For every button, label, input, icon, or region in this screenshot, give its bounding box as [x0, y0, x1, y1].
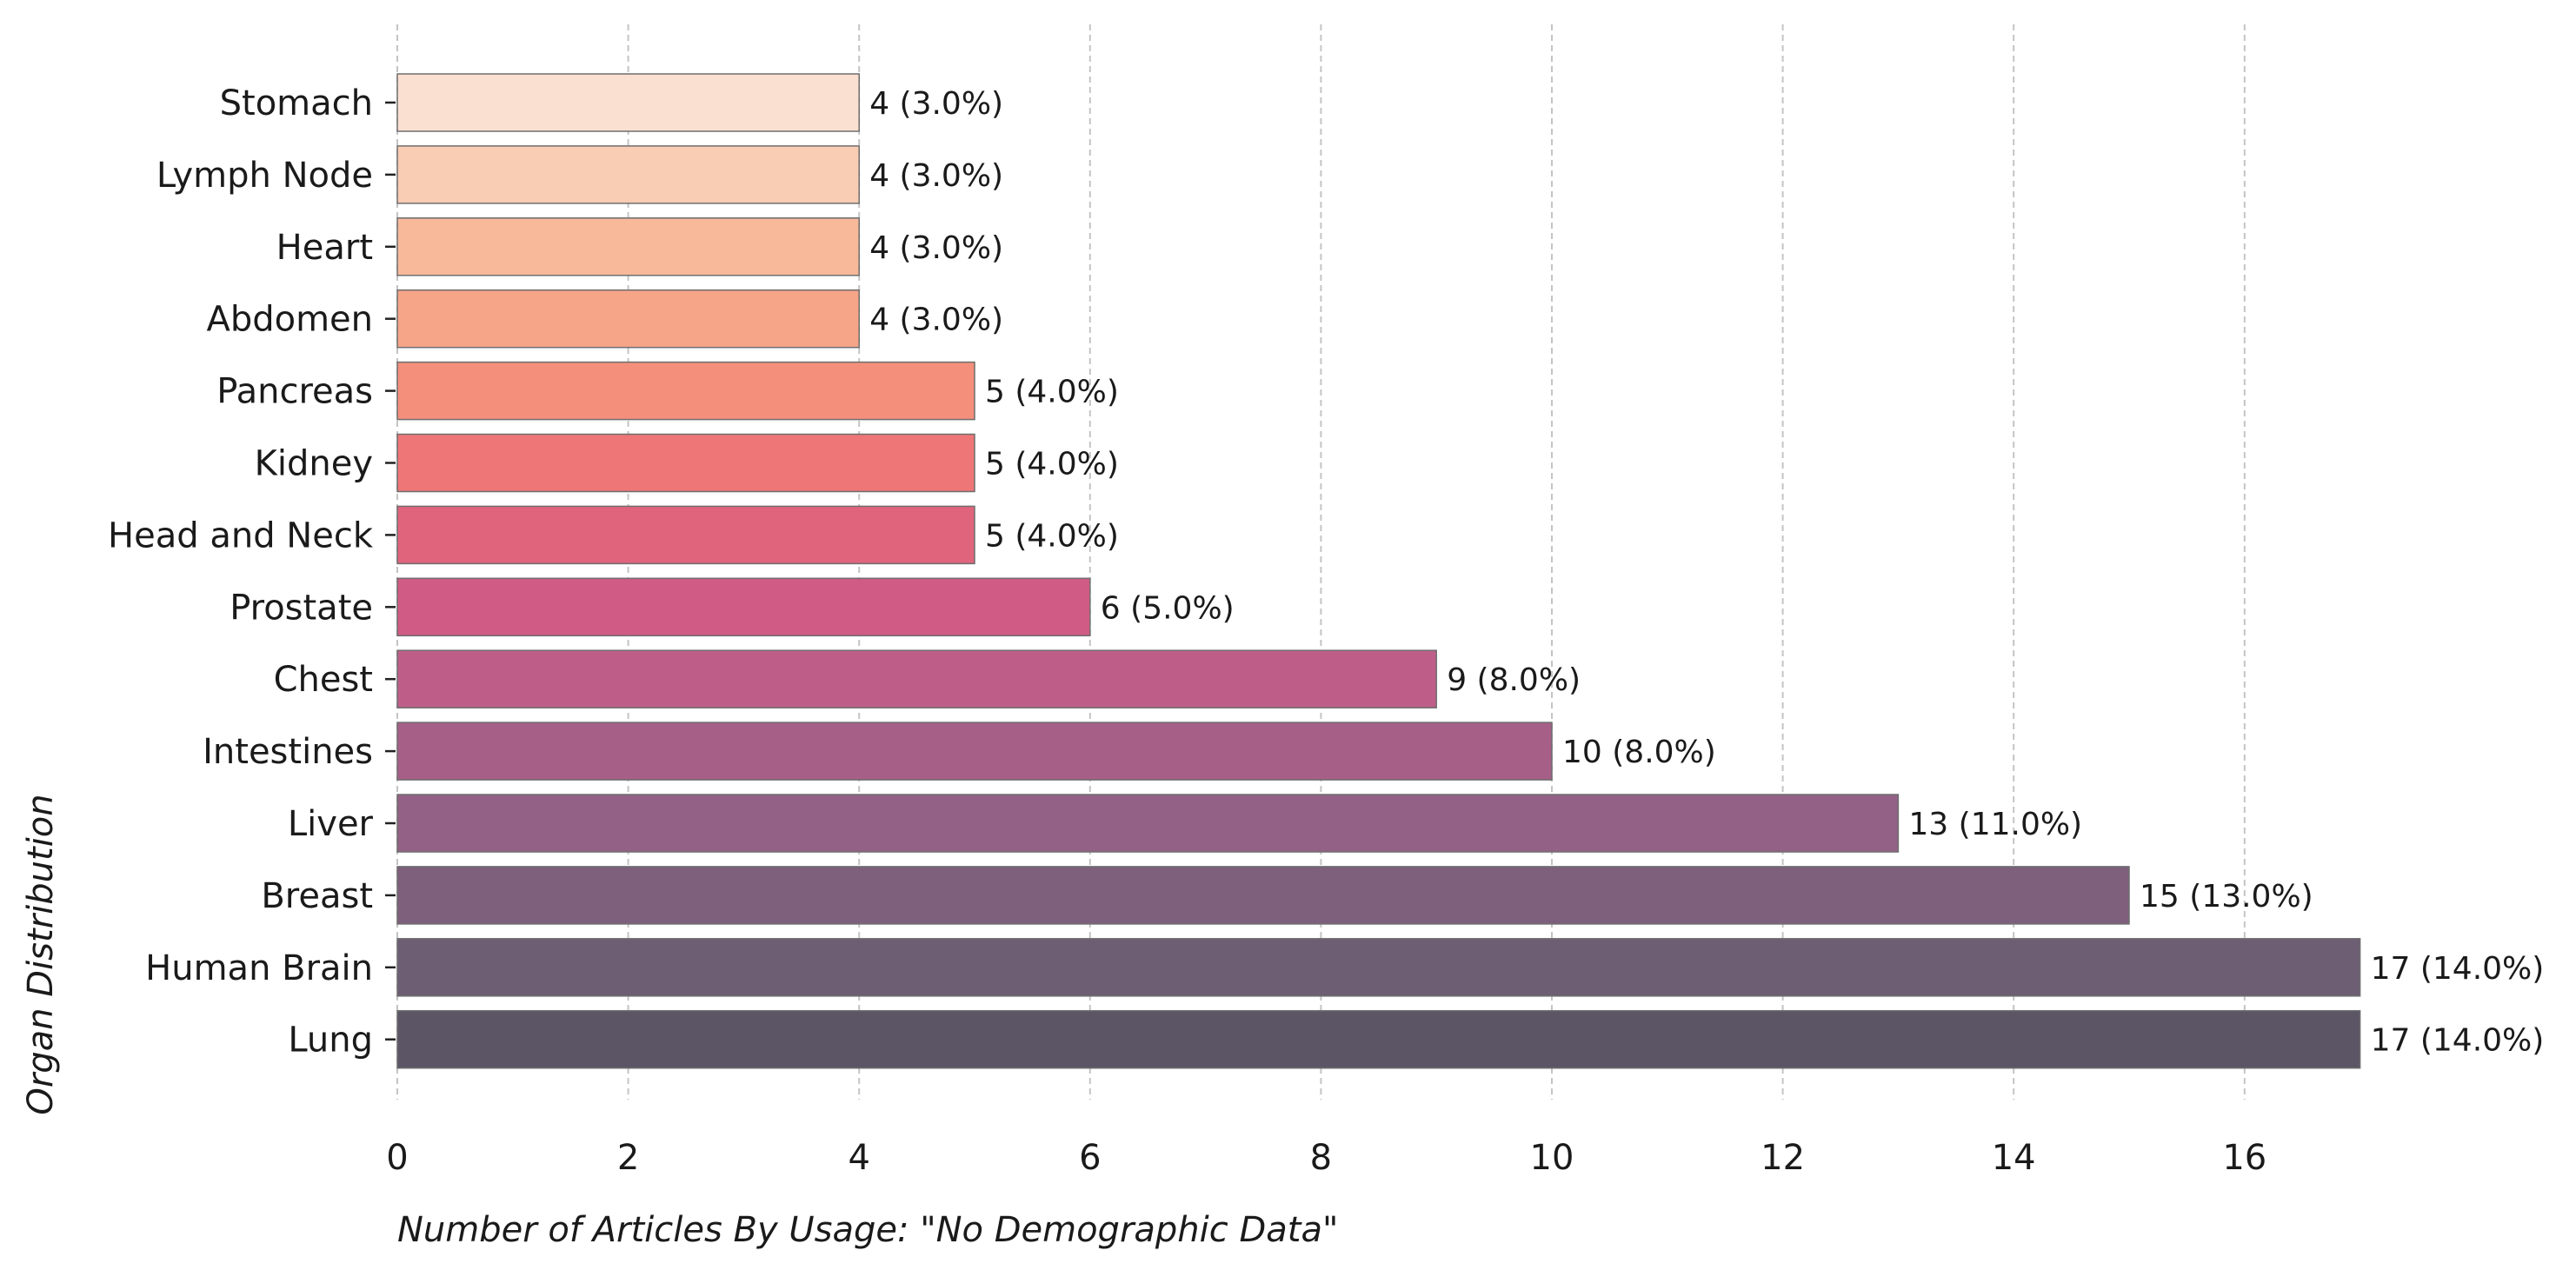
category-label: Kidney — [255, 444, 373, 484]
bar — [396, 722, 1553, 781]
x-tick-label: 12 — [1761, 1138, 1805, 1178]
category-label: Heart — [276, 228, 373, 268]
data-label: 10 (8.0%) — [1562, 735, 1716, 770]
data-label: 9 (8.0%) — [1447, 662, 1581, 698]
bar — [396, 217, 860, 276]
bar — [396, 1009, 2361, 1069]
data-label: 4 (3.0%) — [869, 86, 1003, 122]
bar — [396, 361, 975, 421]
x-tick-label: 14 — [1992, 1138, 2036, 1178]
x-tick-label: 2 — [617, 1138, 639, 1178]
category-label: Stomach — [220, 83, 373, 123]
bar-layer — [396, 73, 2361, 1069]
data-label: 5 (4.0%) — [985, 375, 1119, 410]
category-label: Breast — [261, 876, 373, 916]
y-axis-title: Organ Distribution — [21, 794, 61, 1114]
data-label: 5 (4.0%) — [985, 447, 1119, 482]
bar — [396, 938, 2361, 997]
bar — [396, 649, 1437, 708]
x-tick-label: 0 — [386, 1138, 408, 1178]
data-label: 4 (3.0%) — [869, 158, 1003, 194]
category-label: Head and Neck — [108, 515, 374, 555]
category-label: Intestines — [203, 732, 373, 772]
axis-layer: 0 2 4 6 8 10 12 14 16 — [385, 101, 2266, 1178]
bar — [396, 289, 860, 349]
data-label: 17 (14.0%) — [2371, 951, 2545, 987]
bar — [396, 145, 860, 204]
x-tick-label: 4 — [848, 1138, 869, 1178]
bar — [396, 505, 975, 565]
data-label: 4 (3.0%) — [869, 303, 1003, 338]
category-label: Lung — [288, 1021, 373, 1061]
category-label: Pancreas — [216, 372, 373, 412]
bar — [396, 433, 975, 493]
data-label: 17 (14.0%) — [2371, 1023, 2545, 1059]
bar — [396, 73, 860, 132]
category-label: Lymph Node — [156, 156, 373, 196]
label-layer: Stomach 4 (3.0%) Lymph Node 4 (3.0%) Heart 4 … — [108, 83, 2544, 1061]
data-label: 15 (13.0%) — [2140, 879, 2313, 915]
category-label: Abdomen — [206, 300, 373, 340]
x-tick-label: 10 — [1530, 1138, 1574, 1178]
data-label: 5 (4.0%) — [985, 518, 1119, 554]
data-label: 4 (3.0%) — [869, 230, 1003, 266]
data-label: 13 (11.0%) — [1908, 807, 2082, 842]
category-label: Chest — [274, 660, 373, 700]
category-label: Prostate — [230, 588, 373, 628]
bar — [396, 866, 2130, 925]
bar — [396, 794, 1900, 853]
bar — [396, 577, 1091, 637]
data-label: 6 (5.0%) — [1101, 590, 1235, 626]
category-label: Human Brain — [145, 948, 373, 988]
x-tick-label: 8 — [1310, 1138, 1332, 1178]
category-label: Liver — [288, 804, 374, 844]
x-axis-title: Number of Articles By Usage: "No Demogra… — [397, 1210, 1338, 1250]
x-tick-label: 6 — [1079, 1138, 1101, 1178]
x-tick-label: 16 — [2222, 1138, 2266, 1178]
